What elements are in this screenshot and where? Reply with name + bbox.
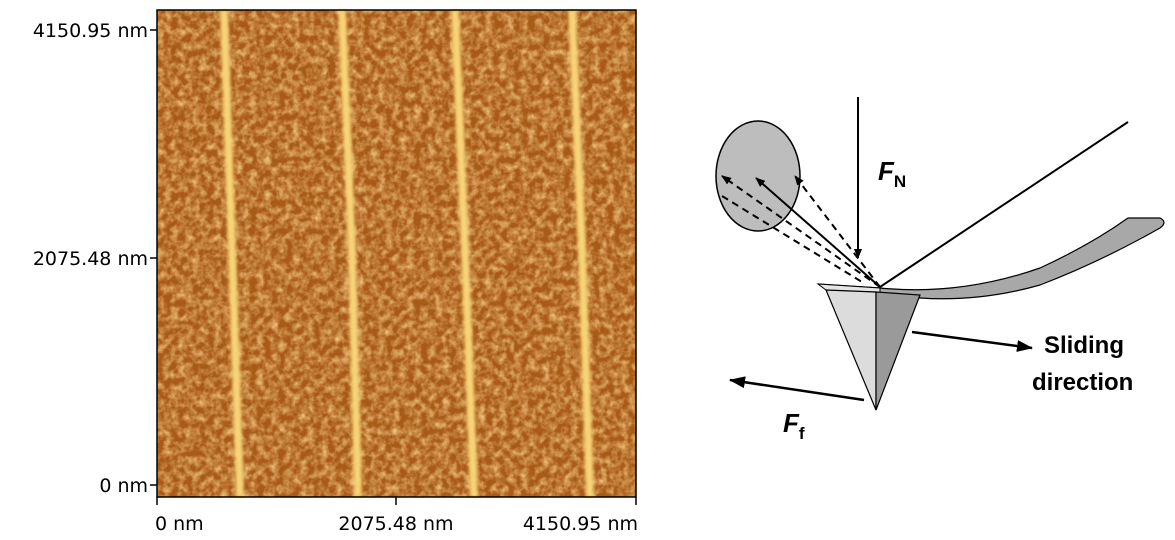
subscript: N bbox=[894, 172, 906, 191]
x-tick-label: 4150.95 nm bbox=[523, 513, 638, 535]
symbol: F bbox=[878, 156, 895, 186]
afm-image bbox=[157, 10, 636, 497]
normal-force-label: FN bbox=[878, 156, 906, 191]
y-tick-label: 0 nm bbox=[99, 475, 148, 497]
x-tick-label: 2075.48 nm bbox=[338, 513, 453, 535]
symbol: F bbox=[783, 408, 800, 438]
sliding-label: direction bbox=[1032, 369, 1133, 396]
y-tick-label: 2075.48 nm bbox=[33, 248, 148, 270]
friction-force-label: Ff bbox=[783, 408, 805, 443]
figure: 4150.95 nm 2075.48 nm 0 nm 0 nm 2075.48 … bbox=[0, 0, 1175, 540]
tip-diagram bbox=[716, 97, 1164, 410]
y-tick-label: 4150.95 nm bbox=[33, 20, 148, 42]
subscript: f bbox=[799, 424, 805, 443]
x-tick-label: 0 nm bbox=[155, 513, 204, 535]
sliding-label: Sliding bbox=[1044, 332, 1124, 359]
